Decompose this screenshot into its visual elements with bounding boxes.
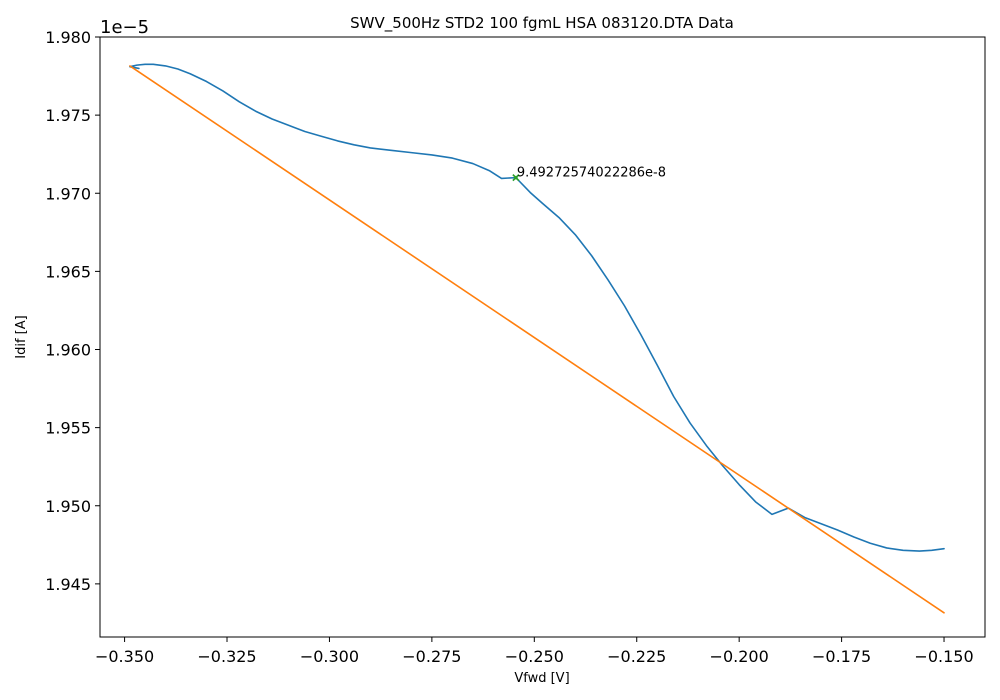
x-tick-label: −0.300	[300, 647, 359, 666]
annotation-label: 9.49272574022286e-8	[517, 166, 666, 181]
x-axis-label: Vfwd [V]	[514, 671, 569, 686]
y-tick-label: 1.975	[45, 106, 91, 125]
series-line-2	[129, 65, 945, 614]
y-tick-label: 1.955	[45, 419, 91, 438]
series-line-1	[129, 63, 945, 552]
y-offset-text: 1e−5	[100, 17, 149, 38]
y-tick-label: 1.945	[45, 575, 91, 594]
y-tick-label: 1.960	[45, 341, 91, 360]
marker-dot	[514, 175, 518, 180]
x-tick-label: −0.350	[95, 647, 154, 666]
x-tick-label: −0.250	[505, 647, 564, 666]
y-axis-label: Idif [A]	[14, 315, 29, 358]
y-tick-label: 1.950	[45, 497, 91, 516]
y-tick-label: 1.965	[45, 262, 91, 281]
x-tick-label: −0.325	[197, 647, 256, 666]
x-tick-label: −0.175	[812, 647, 871, 666]
x-tick-label: −0.150	[914, 647, 973, 666]
plot-frame	[99, 36, 986, 638]
x-tick-label: −0.200	[710, 647, 769, 666]
y-axis-ticks: 1.945 1.950 1.955 1.960 1.965 1.970 1.975 1.980	[45, 28, 100, 594]
chart-title: SWV_500Hz STD2 100 fgmL HSA 083120.DTA D…	[350, 14, 734, 33]
plot-area: 9.49272574022286e-8	[129, 63, 945, 614]
y-tick-label: 1.970	[45, 184, 91, 203]
x-axis-ticks: −0.350 −0.325 −0.300 −0.275 −0.250 −0.225 −0.2…	[95, 637, 974, 666]
x-tick-label: −0.275	[402, 647, 461, 666]
x-tick-label: −0.225	[607, 647, 666, 666]
y-tick-label: 1.980	[45, 28, 91, 47]
